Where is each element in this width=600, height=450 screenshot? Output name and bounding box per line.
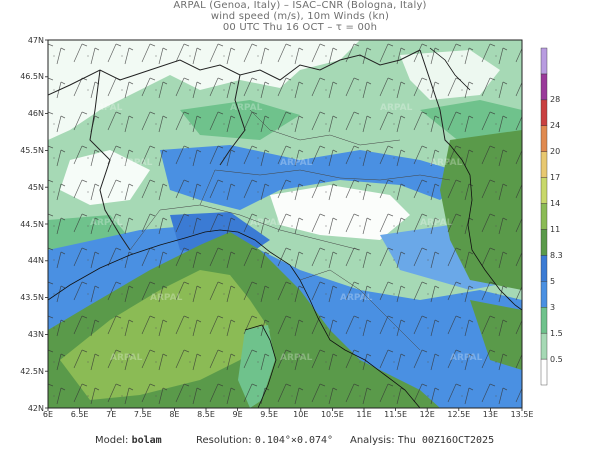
lat-tick-label: 42N (27, 403, 44, 413)
lat-tick-label: 47N (27, 35, 44, 45)
footer-resolution: Resolution: 0.104°×0.074° (196, 435, 334, 446)
lat-tick-label: 43.5N (20, 293, 44, 303)
colorbar-swatch (540, 151, 548, 178)
colorbar-swatch (540, 229, 548, 256)
lon-tick-label: 11.5E (384, 410, 408, 419)
lon-tick-label: 12.5E (447, 410, 471, 419)
svg-text:ARPAL: ARPAL (230, 103, 263, 113)
lat-tick-label: 44.5N (20, 219, 44, 229)
colorbar-swatch (540, 99, 548, 126)
lon-tick-label: 7.5E (133, 410, 152, 419)
svg-text:ARPAL: ARPAL (450, 353, 483, 363)
country-borders (48, 49, 451, 251)
lat-tick-label: 42.5N (20, 366, 44, 376)
header-time: 00 UTC Thu 16 OCT – τ = 00h (222, 22, 378, 33)
colorbar-swatch (540, 358, 548, 386)
lon-tick-label: 7E (106, 410, 117, 419)
colorbar-swatch (540, 332, 548, 360)
svg-text:ARPAL: ARPAL (120, 158, 153, 168)
svg-text:ARPAL: ARPAL (110, 353, 143, 363)
svg-text:ARPAL: ARPAL (90, 218, 123, 228)
lon-tick-label: 6.5E (70, 410, 89, 419)
svg-text:ARPAL: ARPAL (250, 218, 283, 228)
wind-field: ARPAL ARPAL ARPAL ARPAL ARPAL ARPAL ARPA… (48, 40, 522, 408)
lon-tick-label: 8.5E (197, 410, 215, 419)
svg-text:ARPAL: ARPAL (150, 293, 183, 303)
footer-analysis: Analysis: Thu 00Z16OCT2025 (350, 435, 495, 446)
lat-tick-label: 45N (27, 182, 44, 192)
svg-text:ARPAL: ARPAL (380, 103, 413, 113)
lat-tick-label: 43N (27, 329, 44, 339)
svg-text:ARPAL: ARPAL (280, 158, 313, 168)
colorbar-level-label: 17 (550, 173, 561, 183)
colorbar-level-label: 5 (550, 276, 556, 286)
coastline (48, 47, 522, 408)
lat-tick-label: 46N (27, 109, 44, 119)
colorbar-swatch (540, 125, 548, 152)
colorbar-level-label: 8.3 (550, 250, 563, 260)
lon-tick-label: 6E (42, 410, 54, 419)
lon-tick-label: 9.5E (260, 410, 279, 419)
colorbar-level-label: 0.5 (550, 354, 563, 364)
svg-text:ARPAL: ARPAL (340, 293, 373, 303)
lon-tick-label: 13.5E (510, 410, 534, 419)
header-subtitle: wind speed (m/s), 10m Winds (kn) (210, 11, 390, 22)
svg-text:ARPAL: ARPAL (90, 103, 123, 113)
lon-tick-label: 10E (293, 410, 309, 419)
regional-borders (129, 109, 451, 351)
colorbar-level-label: 28 (550, 95, 561, 105)
lon-tick-label: 9E (232, 410, 243, 419)
colorbar-level-label: 14 (550, 199, 561, 209)
lon-tick-label: 8E (169, 410, 180, 419)
colorbar-level-label: 20 (550, 147, 561, 157)
svg-text:ARPAL: ARPAL (430, 158, 463, 168)
analysis-value: Thu 00Z16OCT2025 (397, 435, 495, 446)
colorbar-swatch (540, 255, 548, 282)
colorbar-swatch (540, 307, 548, 334)
lat-tick-label: 46.5N (20, 72, 44, 82)
colorbar-level-label: 3 (550, 302, 556, 312)
colorbar-swatch (540, 203, 548, 230)
lon-tick-label: 11E (356, 410, 372, 419)
lat-tick-label: 45.5N (20, 145, 44, 155)
colorbar-swatch (540, 47, 548, 75)
svg-text:ARPAL: ARPAL (420, 218, 453, 228)
resolution-value: 0.104°×0.074° (254, 435, 334, 446)
colorbar-level-label: 24 (550, 121, 561, 131)
lat-tick-label: 44N (27, 256, 44, 266)
lon-tick-label: 12E (419, 410, 435, 419)
footer-model: Model: bolam (95, 435, 162, 446)
colorbar-swatch (540, 177, 548, 204)
svg-text:ARPAL: ARPAL (280, 353, 313, 363)
colorbar-level-label: 1.5 (550, 328, 563, 338)
lon-tick-label: 10.5E (320, 410, 344, 419)
colorbar-swatch (540, 73, 548, 101)
colorbar-level-label: 11 (550, 224, 561, 234)
lon-tick-label: 13E (482, 410, 499, 419)
model-value: bolam (131, 435, 162, 446)
header-title: ARPAL (Genoa, Italy) – ISAC–CNR (Bologna… (173, 0, 427, 11)
colorbar-swatch (540, 281, 548, 308)
